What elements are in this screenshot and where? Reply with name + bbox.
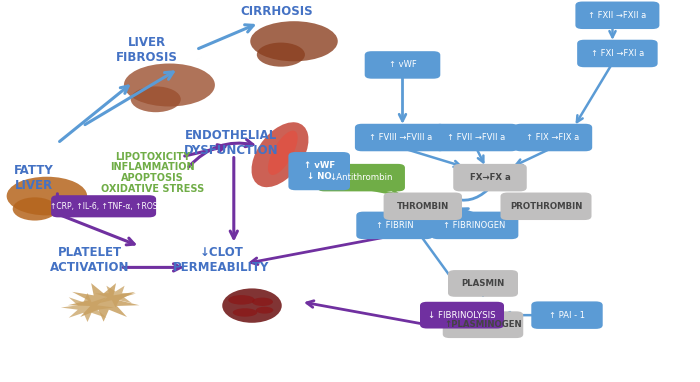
Text: ENDOTHELIAL
DYSFUNCTION: ENDOTHELIAL DYSFUNCTION <box>183 129 279 157</box>
FancyBboxPatch shape <box>454 164 526 191</box>
FancyBboxPatch shape <box>288 152 350 190</box>
Ellipse shape <box>124 63 215 107</box>
FancyBboxPatch shape <box>531 301 603 329</box>
FancyBboxPatch shape <box>317 164 405 191</box>
Ellipse shape <box>268 131 298 175</box>
Ellipse shape <box>232 308 258 317</box>
FancyBboxPatch shape <box>577 40 658 67</box>
Ellipse shape <box>131 86 181 112</box>
Text: ↑ PAI - 1: ↑ PAI - 1 <box>549 311 585 320</box>
Ellipse shape <box>13 197 57 220</box>
FancyBboxPatch shape <box>442 311 524 338</box>
Text: PROTHROMBIN: PROTHROMBIN <box>510 202 582 211</box>
Text: ↑CRP, ↑IL-6, ↑TNF-α, ↑ROS: ↑CRP, ↑IL-6, ↑TNF-α, ↑ROS <box>50 202 158 211</box>
FancyBboxPatch shape <box>431 212 518 239</box>
Text: ↑ FVIII →FVIII a: ↑ FVIII →FVIII a <box>369 133 432 142</box>
Ellipse shape <box>252 298 273 306</box>
Text: CIRRHOSIS: CIRRHOSIS <box>240 5 313 18</box>
Text: ↑ vWF: ↑ vWF <box>389 60 416 70</box>
FancyBboxPatch shape <box>500 193 592 220</box>
Text: ↓Antithrombin: ↓Antithrombin <box>330 173 393 182</box>
Ellipse shape <box>223 288 281 323</box>
Text: ↑ FVII →FVII a: ↑ FVII →FVII a <box>447 133 505 142</box>
Text: ↓ FIBRINOLYSIS: ↓ FIBRINOLYSIS <box>428 311 496 320</box>
Polygon shape <box>68 283 139 322</box>
Ellipse shape <box>7 177 88 215</box>
Text: APOPTOSIS: APOPTOSIS <box>121 173 184 183</box>
FancyBboxPatch shape <box>434 124 518 151</box>
Text: ↑ FXI →FXI a: ↑ FXI →FXI a <box>591 49 644 58</box>
Text: ↑ vWF
↓ NO: ↑ vWF ↓ NO <box>304 162 335 181</box>
FancyBboxPatch shape <box>575 2 659 29</box>
Text: LIPOTOXICITY: LIPOTOXICITY <box>115 152 190 162</box>
FancyBboxPatch shape <box>355 124 446 151</box>
Ellipse shape <box>256 307 273 314</box>
Text: OXIDATIVE STRESS: OXIDATIVE STRESS <box>101 184 204 194</box>
FancyBboxPatch shape <box>356 212 433 239</box>
Polygon shape <box>61 293 114 322</box>
Ellipse shape <box>257 43 305 67</box>
Polygon shape <box>95 286 136 308</box>
Ellipse shape <box>251 21 337 62</box>
Text: LIVER
FIBROSIS: LIVER FIBROSIS <box>116 36 178 64</box>
Text: FX→FX a: FX→FX a <box>470 173 510 182</box>
Ellipse shape <box>228 295 255 305</box>
FancyBboxPatch shape <box>51 195 156 217</box>
Text: ↑PLASMINOGEN: ↑PLASMINOGEN <box>444 320 522 329</box>
Text: ↑ FIX →FIX a: ↑ FIX →FIX a <box>526 133 580 142</box>
FancyBboxPatch shape <box>448 270 518 297</box>
Text: ↑ FIBRINOGEN: ↑ FIBRINOGEN <box>443 221 506 230</box>
Text: ↓CLOT
PERMEABILITY: ↓CLOT PERMEABILITY <box>173 246 270 274</box>
Text: ↑ FXII →FXII a: ↑ FXII →FXII a <box>588 11 647 20</box>
Text: THROMBIN: THROMBIN <box>397 202 449 211</box>
Text: PLATELET
ACTIVATION: PLATELET ACTIVATION <box>50 246 130 274</box>
FancyBboxPatch shape <box>420 302 504 329</box>
FancyBboxPatch shape <box>365 51 440 79</box>
FancyBboxPatch shape <box>514 124 592 151</box>
Text: FATTY
LIVER: FATTY LIVER <box>14 163 53 192</box>
Ellipse shape <box>251 122 309 187</box>
Text: PLASMIN: PLASMIN <box>461 279 505 288</box>
Text: ↑ FIBRIN: ↑ FIBRIN <box>376 221 414 230</box>
Text: INFLAMMATION: INFLAMMATION <box>111 162 195 172</box>
FancyBboxPatch shape <box>384 193 462 220</box>
